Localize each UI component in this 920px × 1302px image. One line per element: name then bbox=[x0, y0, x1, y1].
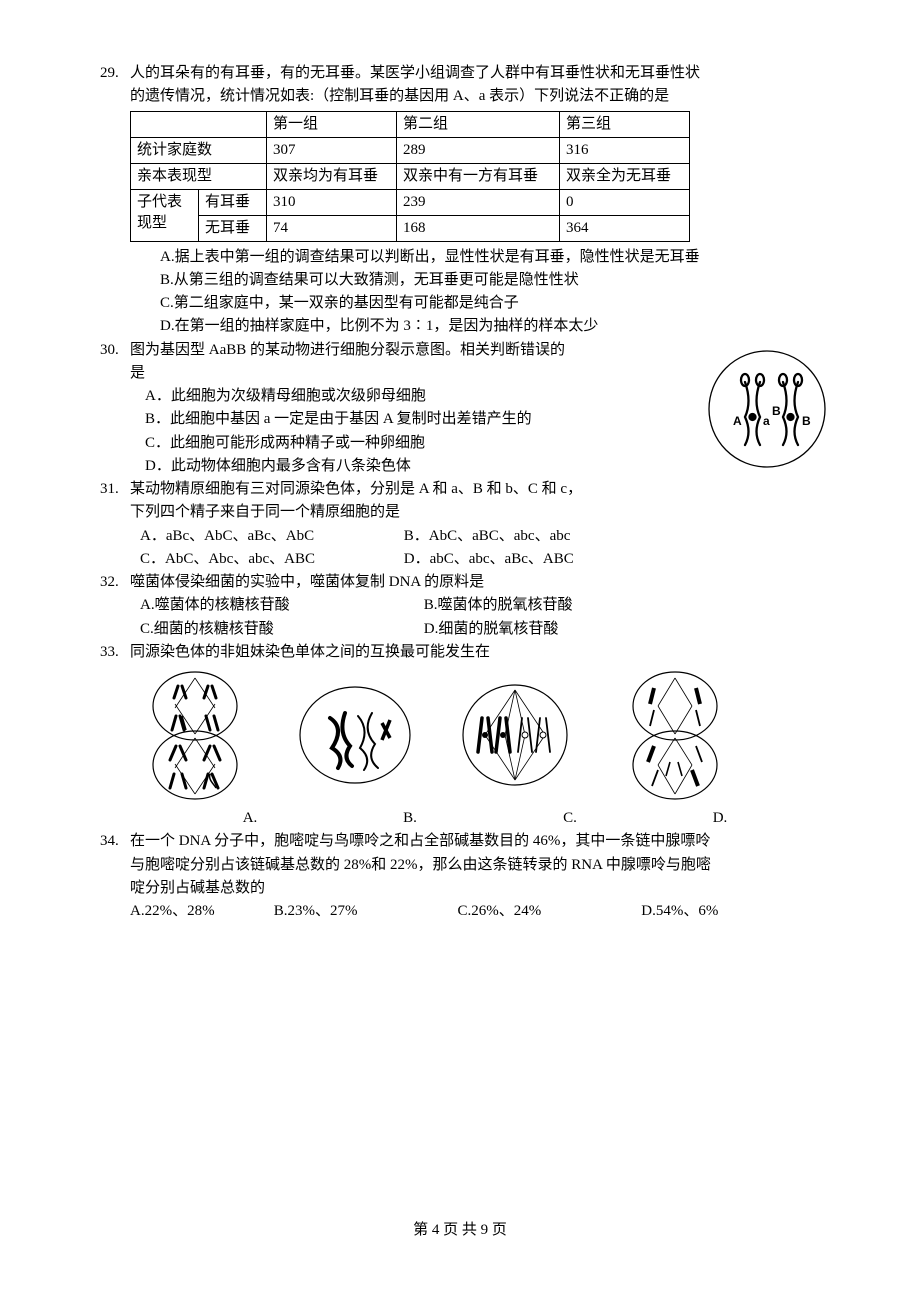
q29-text-line1: 人的耳朵有的有耳垂，有的无耳垂。某医学小组调查了人群中有耳垂性状和无耳垂性状 bbox=[130, 62, 820, 85]
q33-diagram-B bbox=[290, 668, 420, 803]
q29-cr2-c3: 364 bbox=[560, 215, 690, 241]
q29-child-label: 子代表现型 bbox=[131, 189, 199, 241]
q34-optD: D.54%、6% bbox=[641, 900, 761, 923]
question-29: 29. 人的耳朵有的有耳垂，有的无耳垂。某医学小组调查了人群中有耳垂性状和无耳垂… bbox=[100, 62, 820, 85]
q33-diagram-A bbox=[130, 668, 260, 803]
q31-optB: B．AbC、aBC、abc、abc bbox=[404, 528, 571, 544]
q32-optA: A.噬菌体的核糖核苷酸 bbox=[140, 594, 420, 617]
q34-optC: C.26%、24% bbox=[458, 900, 638, 923]
q29-cr2-sub: 无耳垂 bbox=[199, 215, 267, 241]
q29-number: 29. bbox=[100, 62, 130, 85]
q29-optB: B.从第三组的调查结果可以大致猜测，无耳垂更可能是隐性性状 bbox=[100, 269, 820, 292]
q29-r2-c3: 双亲全为无耳垂 bbox=[560, 163, 690, 189]
page-footer: 第 4 页 共 9 页 bbox=[0, 1219, 920, 1242]
q29-cr1-c1: 310 bbox=[267, 189, 397, 215]
q33-diagram-C bbox=[450, 668, 580, 803]
q29-th-g2: 第二组 bbox=[396, 111, 559, 137]
q29-r2-c2: 双亲中有一方有耳垂 bbox=[396, 163, 559, 189]
q31-optD: D．abC、abc、aBc、ABC bbox=[404, 551, 574, 567]
q29-th-g3: 第三组 bbox=[560, 111, 690, 137]
q32-optD: D.细菌的脱氧核苷酸 bbox=[424, 621, 559, 637]
q30-label-A: A bbox=[733, 414, 742, 428]
q29-optC: C.第二组家庭中，某一双亲的基因型有可能都是纯合子 bbox=[100, 292, 820, 315]
q29-r2-label: 亲本表现型 bbox=[131, 163, 267, 189]
q29-table: 第一组 第二组 第三组 统计家庭数 307 289 316 亲本表现型 双亲均为… bbox=[130, 111, 690, 242]
q34-number: 34. bbox=[100, 830, 130, 853]
q32-optB: B.噬菌体的脱氧核苷酸 bbox=[424, 597, 573, 613]
question-30: 30. 图为基因型 AaBB 的某动物进行细胞分裂示意图。相关判断错误的 是 A… bbox=[100, 339, 820, 479]
q33-diagrams bbox=[100, 668, 820, 803]
q32-number: 32. bbox=[100, 571, 130, 594]
q29-r1-c1: 307 bbox=[267, 137, 397, 163]
q29-cr1-c3: 0 bbox=[560, 189, 690, 215]
q29-cr2-c1: 74 bbox=[267, 215, 397, 241]
q30-cell-diagram: A a B B bbox=[705, 347, 830, 472]
q29-optA: A.据上表中第一组的调查结果可以判断出，显性性状是有耳垂，隐性性状是无耳垂 bbox=[100, 246, 820, 269]
q31-optA: A．aBc、AbC、aBc、AbC bbox=[140, 525, 400, 548]
q30-label-B2: B bbox=[802, 414, 811, 428]
q32-optC: C.细菌的核糖核苷酸 bbox=[140, 618, 420, 641]
q34-optA: A.22%、28% bbox=[130, 900, 270, 923]
q31-optC: C．AbC、Abc、abc、ABC bbox=[140, 548, 400, 571]
question-34: 34. 在一个 DNA 分子中，胞嘧啶与鸟嘌呤之和占全部碱基数目的 46%，其中… bbox=[100, 830, 820, 853]
q30-number: 30. bbox=[100, 339, 130, 362]
q33-number: 33. bbox=[100, 641, 130, 664]
q33-label-D: D. bbox=[650, 807, 790, 830]
q29-cr1-c2: 239 bbox=[396, 189, 559, 215]
q33-diagram-D bbox=[610, 668, 740, 803]
q34-optB: B.23%、27% bbox=[274, 900, 454, 923]
q29-cr2-c2: 168 bbox=[396, 215, 559, 241]
q29-optD: D.在第一组的抽样家庭中，比例不为 3∶1，是因为抽样的样本太少 bbox=[100, 315, 820, 338]
question-33: 33. 同源染色体的非姐妹染色单体之间的互换最可能发生在 bbox=[100, 641, 820, 664]
question-32: 32. 噬菌体侵染细菌的实验中，噬菌体复制 DNA 的原料是 bbox=[100, 571, 820, 594]
q34-text-line1: 在一个 DNA 分子中，胞嘧啶与鸟嘌呤之和占全部碱基数目的 46%，其中一条链中… bbox=[130, 830, 820, 853]
q31-text-line2: 下列四个精子来自于同一个精原细胞的是 bbox=[130, 501, 820, 524]
q29-r1-label: 统计家庭数 bbox=[131, 137, 267, 163]
q29-body: 人的耳朵有的有耳垂，有的无耳垂。某医学小组调查了人群中有耳垂性状和无耳垂性状 bbox=[130, 62, 820, 85]
q34-text-line3: 啶分别占碱基总数的 bbox=[100, 877, 820, 900]
q29-r1-c2: 289 bbox=[396, 137, 559, 163]
q31-text-line1: 某动物精原细胞有三对同源染色体，分别是 A 和 a、B 和 b、C 和 c， bbox=[130, 478, 820, 501]
question-31: 31. 某动物精原细胞有三对同源染色体，分别是 A 和 a、B 和 b、C 和 … bbox=[100, 478, 820, 525]
q29-th-g1: 第一组 bbox=[267, 111, 397, 137]
q33-text: 同源染色体的非姐妹染色单体之间的互换最可能发生在 bbox=[130, 641, 820, 664]
q31-number: 31. bbox=[100, 478, 130, 501]
q33-label-C: C. bbox=[490, 807, 650, 830]
q33-label-A: A. bbox=[130, 807, 330, 830]
q33-label-B: B. bbox=[330, 807, 490, 830]
q29-cr1-sub: 有耳垂 bbox=[199, 189, 267, 215]
q30-label-a: a bbox=[763, 414, 770, 428]
q34-text-line2: 与胞嘧啶分别占该链碱基总数的 28%和 22%，那么由这条链转录的 RNA 中腺… bbox=[100, 854, 820, 877]
q29-th-blank bbox=[131, 111, 267, 137]
q33-option-labels: A. B. C. D. bbox=[100, 807, 820, 830]
q29-text-line2: 的遗传情况，统计情况如表:（控制耳垂的基因用 A、a 表示）下列说法不正确的是 bbox=[100, 85, 820, 108]
q32-text: 噬菌体侵染细菌的实验中，噬菌体复制 DNA 的原料是 bbox=[130, 571, 820, 594]
q29-r1-c3: 316 bbox=[560, 137, 690, 163]
q30-label-B1: B bbox=[772, 404, 781, 418]
q29-r2-c1: 双亲均为有耳垂 bbox=[267, 163, 397, 189]
